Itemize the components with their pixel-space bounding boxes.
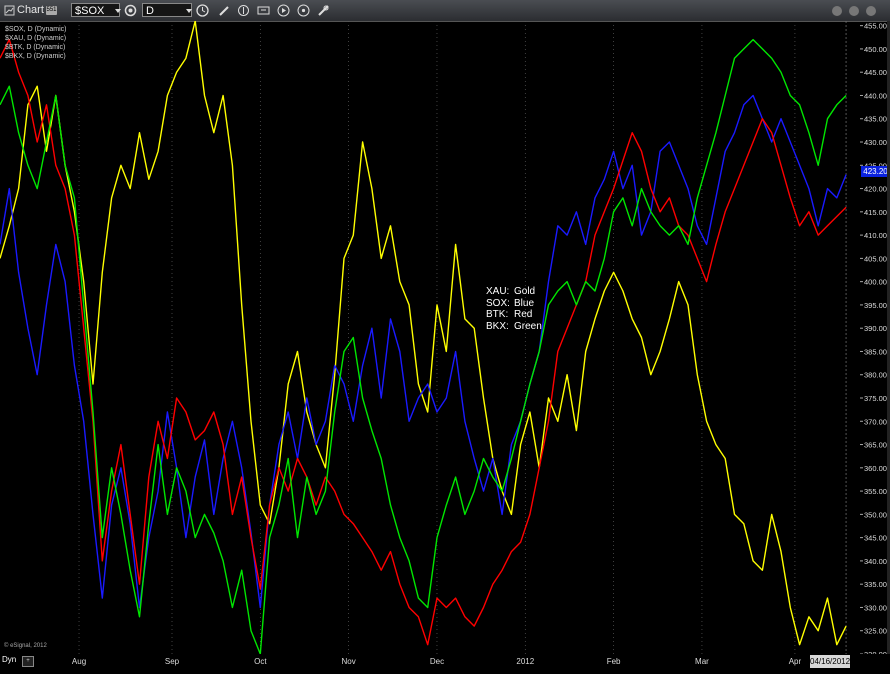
- x-tick-label-oct: Oct: [254, 657, 267, 666]
- right-scrollbar[interactable]: [887, 21, 890, 654]
- x-tick-label-2012: 2012: [516, 657, 534, 666]
- series-line-btk: [0, 38, 847, 646]
- link-badge[interactable]: 551: [46, 6, 57, 15]
- interval-input[interactable]: D: [142, 3, 192, 17]
- series-line-bkx: [0, 38, 847, 654]
- y-tick-label: 385.00: [864, 347, 887, 356]
- y-tick-label: 390.00: [864, 324, 887, 333]
- y-tick-label: 450.00: [864, 45, 887, 54]
- y-tick-label: 345.00: [864, 534, 887, 543]
- symbol-input[interactable]: $SOX: [71, 3, 120, 17]
- legend-bkx: $BKX, D (Dynamic): [5, 53, 66, 60]
- info-icon[interactable]: [296, 3, 311, 18]
- series-line-xau: [0, 21, 847, 646]
- price-chart[interactable]: [0, 21, 860, 654]
- y-tick-label: 380.00: [864, 371, 887, 380]
- series-line-sox: [0, 94, 847, 609]
- x-tick-label-dec: Dec: [430, 657, 444, 666]
- y-tick-label: 415.00: [864, 208, 887, 217]
- window-title: Chart: [17, 4, 44, 16]
- interval-dropdown-arrow-icon[interactable]: [181, 3, 196, 18]
- y-tick-label: 440.00: [864, 91, 887, 100]
- y-tick-label: 370.00: [864, 417, 887, 426]
- y-tick-label: 375.00: [864, 394, 887, 403]
- y-tick-label: 360.00: [864, 464, 887, 473]
- y-tick-label: 430.00: [864, 138, 887, 147]
- copyright-text: © eSignal, 2012: [4, 643, 47, 649]
- legend-sox: $SOX, D (Dynamic): [5, 26, 67, 33]
- y-tick-label: 330.00: [864, 603, 887, 612]
- maximize-icon[interactable]: [846, 3, 861, 18]
- dynamic-scale-toggle[interactable]: +: [22, 656, 34, 667]
- chart-window-icon: [2, 3, 17, 18]
- symbol-settings-icon[interactable]: [123, 3, 138, 18]
- x-tick-label-mar: Mar: [695, 657, 709, 666]
- minimize-icon[interactable]: [829, 3, 844, 18]
- y-tick-label: 325.00: [864, 627, 887, 636]
- eraser-icon[interactable]: [316, 3, 331, 18]
- legend-xau: $XAU, D (Dynamic): [5, 35, 67, 42]
- y-tick-label: 395.00: [864, 301, 887, 310]
- interval-value: D: [146, 5, 154, 17]
- y-tick-label: 340.00: [864, 557, 887, 566]
- y-tick-label: 410.00: [864, 231, 887, 240]
- draw-pencil-icon[interactable]: [217, 3, 232, 18]
- x-tick-label-feb: Feb: [607, 657, 621, 666]
- play-icon[interactable]: [276, 3, 291, 18]
- chart-gridlines: [78, 21, 847, 654]
- y-tick-label: 425.00: [864, 161, 887, 170]
- x-axis[interactable]: Aug Sep Oct Nov Dec 2012 Feb Mar Apr: [0, 654, 890, 669]
- y-tick-label: 400.00: [864, 278, 887, 287]
- legend-btk: $BTK, D (Dynamic): [5, 44, 66, 51]
- symbol-dropdown-arrow-icon[interactable]: [110, 3, 125, 18]
- cursor-icon[interactable]: [236, 3, 251, 18]
- key-row-sox: SOX: Blue: [486, 297, 535, 309]
- close-icon[interactable]: [863, 3, 878, 18]
- y-tick-label: 365.00: [864, 441, 887, 450]
- chart-series-layer: [0, 21, 847, 654]
- y-tick-label: 335.00: [864, 580, 887, 589]
- y-tick-label: 405.00: [864, 254, 887, 263]
- x-tick-label-apr: Apr: [789, 657, 802, 666]
- symbol-value: $SOX: [75, 5, 105, 17]
- series-color-key: XAU: Gold SOX: Blue BTK: Red BKX: Green: [486, 286, 542, 332]
- y-tick-label: 320.00: [864, 650, 887, 654]
- key-row-bkx: BKX: Green: [486, 320, 542, 332]
- y-tick-label: 355.00: [864, 487, 887, 496]
- x-tick-label-aug: Aug: [72, 657, 86, 666]
- last-price-badge: 423.20: [861, 166, 890, 177]
- current-date-badge: 04/16/2012: [810, 655, 851, 668]
- clock-icon[interactable]: [195, 3, 210, 18]
- chart-toolbar: Chart 551 $SOX D: [0, 0, 890, 22]
- y-tick-label: 350.00: [864, 510, 887, 519]
- y-tick-label: 445.00: [864, 68, 887, 77]
- key-row-btk: BTK: Red: [486, 309, 533, 320]
- layout-icon[interactable]: [256, 3, 271, 18]
- y-tick-label: 435.00: [864, 115, 887, 124]
- y-tick-label: 420.00: [864, 185, 887, 194]
- y-axis[interactable]: 320.00 325.00 330.00 335.00 340.00 345.00 350.…: [860, 21, 890, 654]
- y-tick-label: 455.00: [864, 22, 887, 31]
- dynamic-scale-label: Dyn: [2, 655, 17, 664]
- x-tick-label-nov: Nov: [342, 657, 356, 666]
- key-row-xau: XAU: Gold: [486, 286, 536, 297]
- x-tick-label-sep: Sep: [165, 657, 180, 666]
